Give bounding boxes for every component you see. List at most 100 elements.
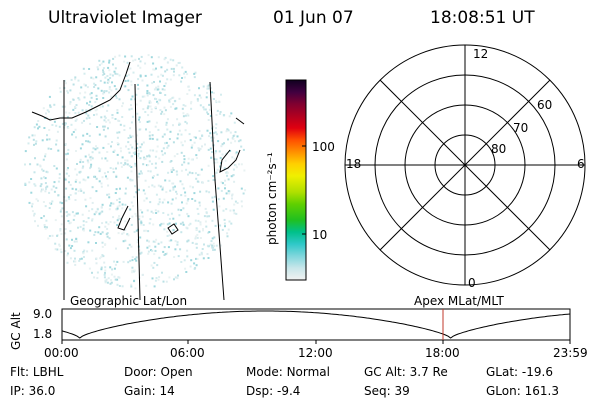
image-pixel (135, 93, 138, 96)
image-pixel (210, 240, 213, 243)
image-pixel (44, 153, 47, 156)
image-pixel (75, 240, 78, 243)
image-pixel (148, 240, 150, 243)
image-pixel (106, 228, 109, 230)
image-pixel (194, 243, 197, 245)
image-pixel (47, 110, 50, 113)
image-pixel (219, 111, 222, 113)
image-pixel (234, 164, 237, 167)
mlt-label-12: 12 (473, 47, 489, 61)
image-pixel (234, 131, 237, 134)
image-pixel (125, 145, 127, 148)
image-pixel (134, 185, 136, 188)
image-pixel (190, 107, 193, 110)
image-pixel (71, 211, 74, 214)
image-pixel (102, 60, 105, 63)
image-pixel (139, 146, 142, 149)
image-pixel (158, 98, 161, 101)
image-pixel (107, 104, 110, 107)
image-pixel (95, 113, 98, 116)
image-pixel (113, 70, 116, 73)
image-pixel (45, 112, 47, 115)
image-pixel (181, 221, 184, 224)
image-pixel (50, 148, 53, 150)
image-pixel (34, 184, 37, 187)
status-dsp: Dsp: -9.4 (246, 384, 301, 398)
image-pixel (46, 134, 48, 137)
image-pixel (30, 178, 33, 180)
image-pixel (107, 171, 109, 173)
image-pixel (169, 189, 172, 192)
image-pixel (134, 58, 137, 61)
image-pixel (124, 159, 127, 162)
image-pixel (67, 220, 70, 222)
image-pixel (93, 213, 96, 216)
image-pixel (105, 175, 107, 178)
image-pixel (131, 266, 134, 269)
image-pixel (79, 225, 82, 228)
image-pixel (181, 66, 184, 69)
orbit-y-tick-low: 1.8 (33, 327, 53, 341)
image-pixel (178, 61, 181, 64)
image-pixel (132, 71, 135, 74)
image-pixel (157, 210, 160, 213)
image-pixel (94, 84, 97, 86)
image-pixel (148, 160, 151, 163)
image-pixel (28, 201, 31, 204)
image-pixel (145, 197, 148, 200)
image-pixel (88, 104, 91, 106)
image-pixel (208, 215, 211, 218)
image-pixel (133, 195, 136, 198)
image-pixel (186, 255, 189, 258)
image-pixel (108, 88, 111, 90)
image-pixel (186, 113, 189, 116)
image-pixel (149, 201, 152, 204)
image-pixel (119, 123, 122, 126)
image-pixel (176, 173, 179, 176)
image-pixel (194, 71, 197, 74)
image-pixel (242, 192, 245, 195)
orbit-x-tick-2359: 23:59 (553, 346, 588, 360)
image-pixel (88, 68, 91, 70)
image-pixel (154, 166, 157, 169)
image-pixel (148, 245, 151, 248)
image-pixel (89, 100, 92, 103)
image-pixel (132, 151, 135, 154)
image-pixel (113, 267, 116, 270)
image-pixel (223, 167, 226, 170)
image-pixel (70, 123, 73, 126)
image-pixel (166, 235, 169, 237)
image-pixel (237, 140, 240, 143)
image-pixel (186, 249, 189, 252)
image-pixel (211, 139, 214, 142)
image-pixel (120, 162, 123, 165)
image-pixel (85, 205, 88, 208)
image-pixel (212, 175, 215, 178)
image-pixel (131, 256, 134, 259)
image-pixel (235, 151, 238, 154)
image-pixel (110, 89, 113, 92)
image-pixel (124, 228, 127, 231)
image-pixel (33, 126, 36, 129)
image-pixel (65, 238, 68, 241)
image-pixel (184, 120, 187, 123)
image-pixel (167, 213, 170, 216)
image-pixel (36, 163, 39, 166)
image-pixel (65, 122, 67, 125)
image-pixel (168, 239, 171, 242)
image-pixel (194, 235, 197, 238)
image-pixel (99, 211, 102, 214)
image-pixel (29, 163, 32, 166)
image-pixel (174, 99, 177, 102)
image-pixel (61, 115, 64, 118)
image-pixel (203, 243, 205, 246)
image-pixel (74, 168, 77, 171)
image-pixel (178, 97, 181, 100)
image-pixel (128, 243, 131, 246)
image-pixel (142, 189, 145, 192)
image-pixel (206, 111, 209, 114)
image-pixel (140, 150, 143, 153)
image-pixel (90, 96, 93, 99)
image-pixel (146, 246, 149, 249)
image-pixel (31, 202, 34, 205)
